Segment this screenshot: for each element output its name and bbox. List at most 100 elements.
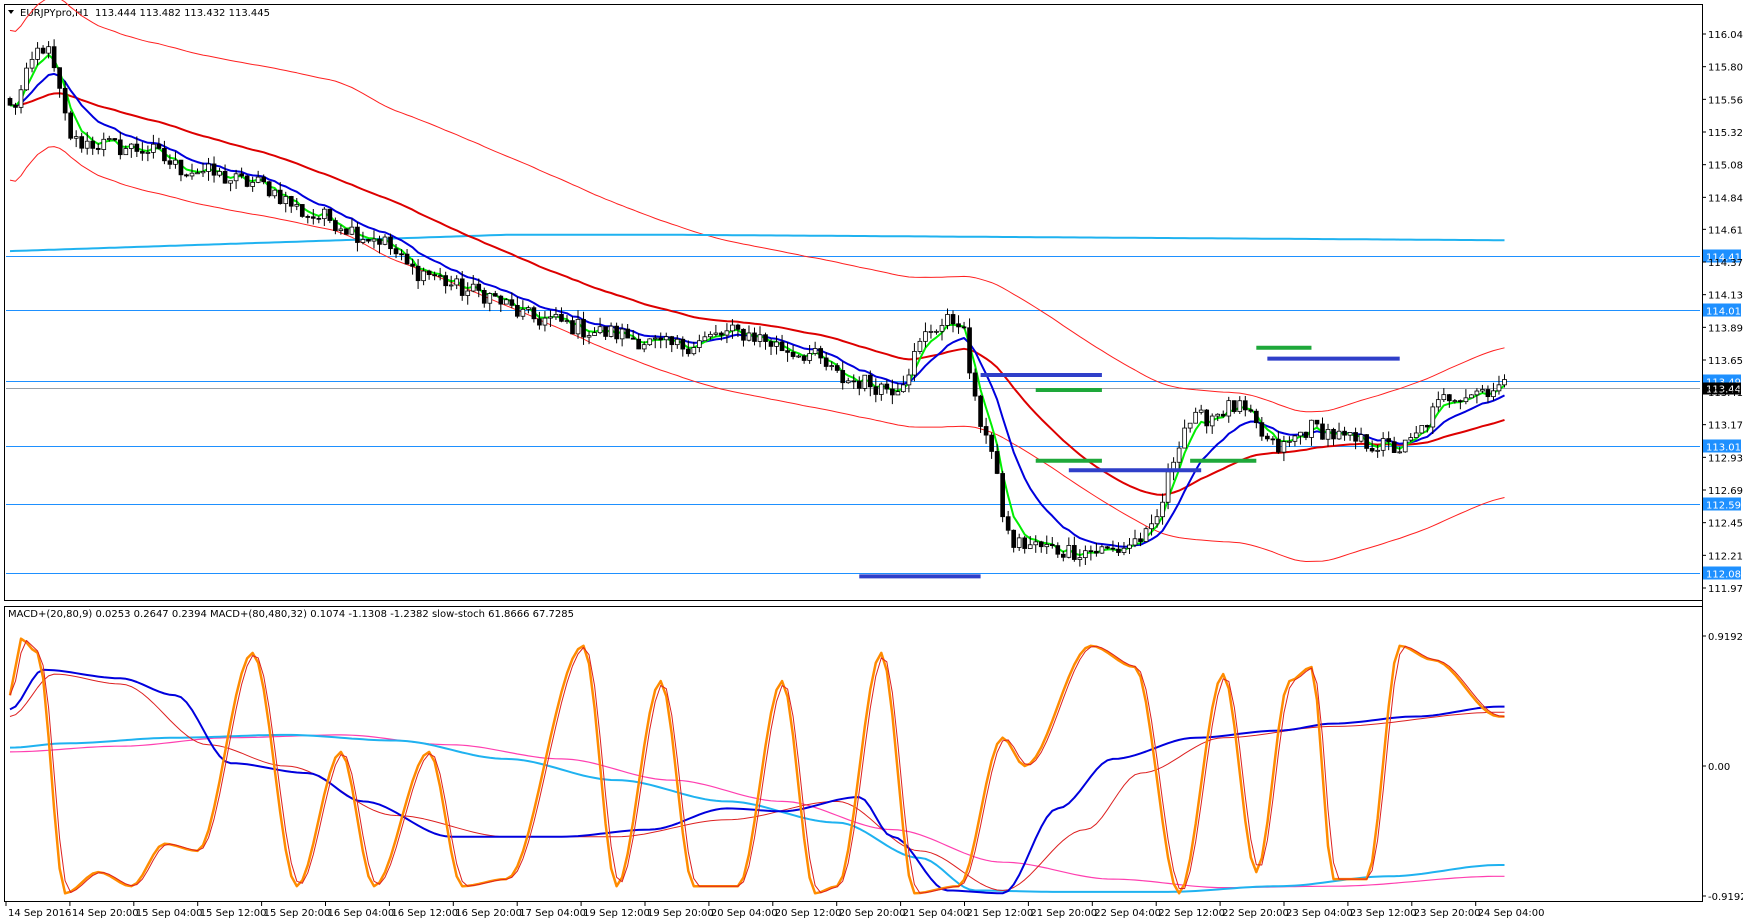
candle-body: [1116, 548, 1121, 553]
level-price-tag: [1703, 439, 1741, 453]
candle-body: [818, 348, 823, 359]
candle-body: [299, 204, 305, 217]
candle-body: [994, 451, 1000, 474]
chart-ohlc: 113.444 113.482 113.432 113.445: [95, 8, 270, 19]
candle-body: [1347, 432, 1353, 436]
candle-body: [62, 87, 68, 114]
candle-body: [1380, 438, 1386, 451]
candle-body: [691, 347, 697, 355]
chart-symbol: EURJPYpro,H1: [20, 8, 89, 19]
candle-body: [1083, 550, 1088, 559]
candle-body: [1033, 541, 1039, 546]
candle-body: [1220, 413, 1226, 417]
candle-body: [316, 217, 322, 220]
x-tick-label: 24 Sep 04:00: [1478, 908, 1545, 919]
candle-body: [1072, 545, 1077, 560]
candle-body: [928, 330, 934, 333]
candle-body: [487, 293, 493, 304]
y-tick-label: 112.695: [1708, 486, 1743, 497]
candle-body: [901, 384, 906, 393]
candle-body: [46, 46, 51, 54]
price-pane[interactable]: [4, 4, 1703, 601]
candle-body: [1485, 389, 1491, 398]
candle-body: [421, 270, 426, 282]
candle-body: [1424, 425, 1430, 428]
indicator-pane[interactable]: [4, 606, 1703, 902]
candle-body: [360, 239, 366, 243]
candle-body: [1502, 379, 1507, 386]
candle-body: [1447, 394, 1452, 402]
candle-body: [349, 226, 355, 235]
x-tick-label: 17 Sep 04:00: [519, 908, 586, 919]
candle-body: [702, 336, 708, 342]
candle-body: [1331, 428, 1336, 440]
candle-body: [1386, 438, 1392, 443]
candle-body: [448, 284, 454, 287]
candle-body: [685, 348, 691, 355]
candle-body: [1193, 411, 1198, 424]
candle-body: [1005, 516, 1011, 531]
y-tick-label: 113.890: [1708, 323, 1743, 334]
candle-body: [1287, 440, 1292, 443]
x-tick-label: 23 Sep 20:00: [1414, 908, 1481, 919]
candle-body: [24, 67, 29, 91]
candle-body: [1480, 389, 1485, 392]
candle-body: [18, 89, 24, 108]
candle-body: [492, 293, 498, 297]
candle-body: [1496, 384, 1502, 392]
candle-body: [520, 308, 526, 317]
candle-body: [807, 353, 812, 361]
x-tick-label: 22 Sep 12:00: [1158, 908, 1225, 919]
candle-body: [1320, 423, 1325, 440]
x-tick-label: 23 Sep 12:00: [1350, 908, 1417, 919]
y-tick-label: 112.215: [1708, 551, 1743, 562]
candle-body: [1077, 557, 1083, 560]
candle-body: [404, 253, 410, 265]
x-tick-label: 15 Sep 20:00: [264, 908, 331, 919]
candle-body: [277, 189, 283, 205]
candle-body: [1353, 432, 1358, 442]
candle-body: [1358, 434, 1364, 442]
y-tick-label: 114.370: [1708, 258, 1743, 269]
candle-body: [1099, 546, 1105, 554]
level-price-label: 114.413: [1706, 253, 1743, 264]
candle-body: [708, 333, 713, 338]
level-price-label: 112.083: [1706, 570, 1743, 581]
candle-body: [366, 239, 371, 242]
candle-body: [906, 374, 912, 386]
candle-body: [465, 290, 471, 296]
candle-body: [1016, 537, 1022, 548]
x-tick-label: 21 Sep 12:00: [967, 908, 1034, 919]
x-tick-label: 19 Sep 12:00: [583, 908, 650, 919]
candle-body: [322, 208, 327, 220]
candle-body: [934, 330, 939, 333]
x-tick-label: 16 Sep 12:00: [391, 908, 458, 919]
candle-body: [68, 112, 73, 139]
candle-body: [790, 351, 796, 357]
candle-body: [912, 351, 917, 376]
candle-body: [1154, 516, 1160, 525]
candle-body: [1110, 547, 1116, 550]
candle-body: [1402, 439, 1408, 453]
candle-body: [233, 173, 239, 182]
candle-body: [674, 338, 680, 346]
candle-body: [476, 283, 482, 291]
candle-body: [1182, 427, 1187, 449]
candle-body: [730, 324, 735, 332]
candle-body: [206, 163, 211, 172]
candle-body: [669, 336, 675, 346]
candle-body: [106, 138, 112, 140]
long-ma-line: [9, 233, 1505, 253]
collapse-triangle-icon[interactable]: [8, 10, 14, 14]
candle-body: [200, 171, 206, 174]
candle-body: [1369, 448, 1375, 452]
candle-body: [1458, 400, 1463, 403]
slow-ma-line: [9, 92, 1505, 496]
candle-body: [526, 307, 531, 310]
candle-body: [697, 340, 702, 348]
candle-body: [266, 181, 272, 197]
candle-body: [873, 386, 879, 395]
candle-body: [641, 344, 647, 350]
candle-body: [652, 337, 658, 340]
